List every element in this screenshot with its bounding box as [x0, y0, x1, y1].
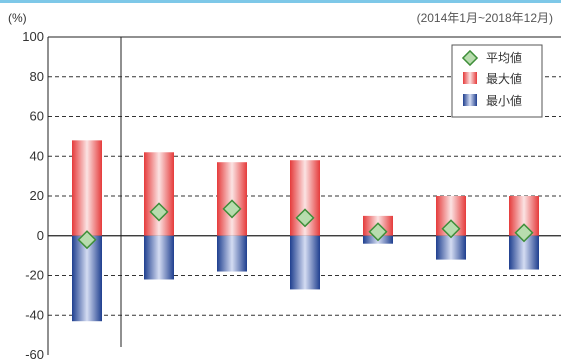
- min-bar: [72, 235, 102, 322]
- legend-min-swatch: [463, 94, 477, 106]
- average-marker: [441, 219, 461, 239]
- y-tick-label: 20: [30, 188, 44, 203]
- average-marker: [149, 202, 169, 222]
- average-marker: [368, 222, 388, 242]
- max-bar: [144, 152, 174, 236]
- top-accent-line: [0, 0, 561, 3]
- max-bar: [72, 140, 102, 236]
- y-tick-label: -60: [25, 347, 44, 359]
- average-markers: [77, 199, 534, 250]
- y-tick-label: 100: [22, 29, 44, 44]
- legend-max-swatch: [463, 72, 477, 84]
- legend-avg-label: 平均値: [486, 50, 522, 65]
- min-bar: [144, 235, 174, 280]
- average-marker: [77, 230, 97, 250]
- y-tick-label: -40: [25, 307, 44, 322]
- y-tick-label: -20: [25, 268, 44, 283]
- legend-max-label: 最大値: [486, 71, 522, 86]
- bars: [72, 140, 539, 322]
- y-tick-label: 60: [30, 109, 44, 124]
- average-marker: [514, 223, 534, 243]
- legend-avg-marker: [461, 49, 479, 67]
- max-bar: [217, 162, 247, 236]
- y-tick-labels: 100 80 60 40 20 0 -20 -40 -60: [22, 29, 44, 359]
- period-label: (2014年1月~2018年12月): [417, 11, 553, 25]
- average-marker: [222, 199, 242, 219]
- y-axis-label: (%): [8, 11, 27, 25]
- average-marker: [295, 208, 315, 228]
- min-bar: [217, 235, 247, 272]
- legend-min-label: 最小値: [486, 93, 522, 108]
- y-tick-label: 0: [37, 228, 44, 243]
- y-tick-label: 80: [30, 69, 44, 84]
- min-bar: [290, 235, 320, 290]
- y-tick-label: 40: [30, 148, 44, 163]
- legend: 平均値 最大値 最小値: [451, 44, 543, 118]
- min-bar: [436, 235, 466, 260]
